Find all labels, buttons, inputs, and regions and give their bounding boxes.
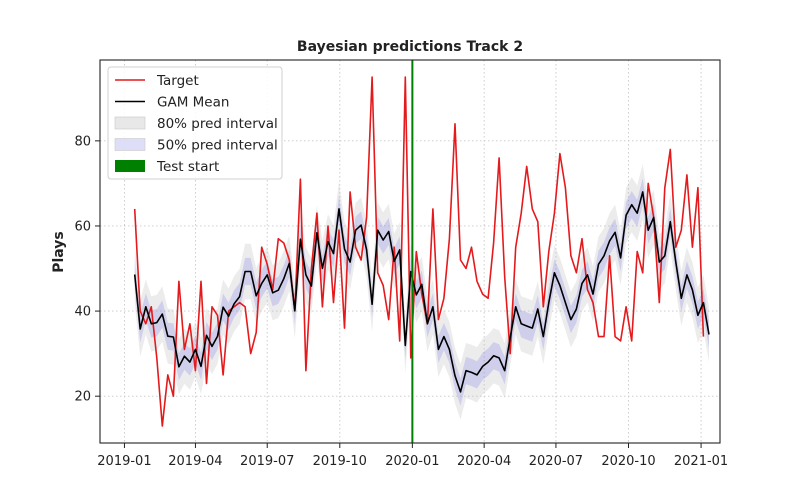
y-tick-label: 60 bbox=[74, 219, 91, 234]
target-series-line bbox=[133, 76, 705, 427]
x-tick-label: 2020-10 bbox=[601, 454, 655, 469]
legend-label: 80% pred interval bbox=[157, 116, 278, 132]
legend-label: 50% pred interval bbox=[157, 138, 278, 154]
chart-title: Bayesian predictions Track 2 bbox=[297, 39, 523, 55]
x-axis-ticks: 2019-01 2019-04 2019-07 2019-10 2020-01 2020-… bbox=[97, 443, 728, 469]
legend-box bbox=[107, 66, 283, 180]
legend-label: Target bbox=[156, 73, 199, 89]
x-tick-label: 2019-01 bbox=[97, 454, 151, 469]
legend-label: Test start bbox=[156, 159, 219, 175]
series-layer bbox=[133, 76, 710, 427]
plot-frame bbox=[99, 59, 721, 444]
y-axis-label: Plays bbox=[51, 231, 67, 273]
x-tick-label: 2021-01 bbox=[674, 454, 728, 469]
legend-patch-swatch bbox=[114, 138, 146, 151]
x-tick-label: 2020-04 bbox=[457, 454, 511, 469]
y-tick-label: 20 bbox=[74, 390, 91, 405]
gam-mean-series-line bbox=[133, 191, 710, 393]
x-tick-label: 2020-07 bbox=[529, 454, 583, 469]
legend-patch-swatch bbox=[115, 160, 145, 172]
y-axis-ticks: 20 40 60 80 bbox=[74, 134, 100, 405]
x-tick-label: 2019-10 bbox=[313, 454, 367, 469]
x-tick-label: 2019-04 bbox=[168, 454, 222, 469]
legend-patch-swatch bbox=[114, 116, 146, 130]
x-tick-label: 2020-01 bbox=[385, 454, 439, 469]
legend-label: GAM Mean bbox=[157, 95, 229, 111]
y-tick-label: 40 bbox=[74, 305, 91, 320]
grid-lines bbox=[100, 60, 720, 443]
y-tick-label: 80 bbox=[74, 134, 91, 149]
x-tick-label: 2019-07 bbox=[240, 454, 294, 469]
legend: Target GAM Mean 80% pred interval 50% pred … bbox=[107, 66, 283, 180]
